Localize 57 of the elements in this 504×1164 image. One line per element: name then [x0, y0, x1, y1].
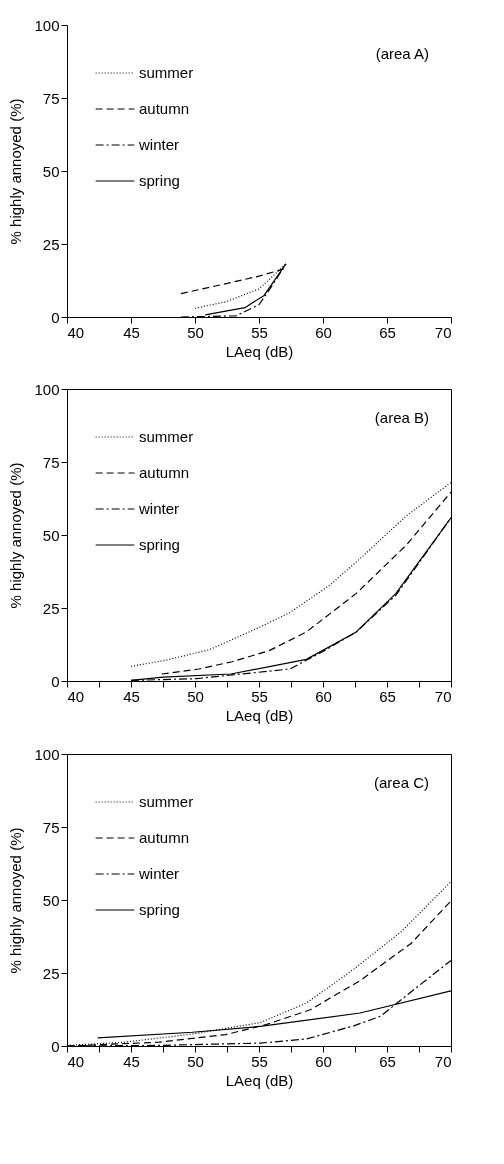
x-axis-title: LAeq (dB)	[225, 342, 294, 360]
x-tick-label: 40	[67, 687, 85, 705]
y-tick-label: 75	[42, 453, 60, 471]
y-axis-title: % highly annoyed (%)	[7, 462, 25, 609]
x-tick-label: 50	[187, 323, 204, 341]
legend-label: summer	[139, 793, 194, 810]
legend-label: autumn	[139, 464, 190, 481]
legend-label: winter	[138, 136, 180, 153]
legend-label: spring	[139, 901, 180, 918]
x-tick-label: 65	[379, 323, 396, 341]
x-tick-label: 60	[315, 1052, 332, 1070]
x-tick-label: 65	[379, 1052, 396, 1070]
y-tick-label: 50	[42, 162, 60, 180]
y-axis-title: % highly annoyed (%)	[7, 98, 25, 245]
x-tick-label: 40	[67, 323, 85, 341]
x-axis-title: LAeq (dB)	[225, 1071, 294, 1089]
y-tick-label: 25	[42, 964, 60, 982]
annotation: (area C)	[373, 774, 429, 791]
y-tick-label: 0	[51, 1037, 60, 1055]
annotation: (area A)	[375, 45, 429, 62]
x-tick-label: 65	[379, 687, 396, 705]
y-tick-label: 75	[42, 89, 60, 107]
legend-label: spring	[139, 172, 180, 189]
y-axis-title: % highly annoyed (%)	[7, 827, 25, 974]
y-tick-label: 100	[34, 745, 60, 763]
x-tick-label: 40	[67, 1052, 85, 1070]
legend-label: winter	[138, 500, 180, 517]
y-tick-label: 0	[51, 308, 60, 326]
annotation: (area B)	[374, 409, 429, 426]
y-tick-label: 100	[34, 380, 60, 398]
y-tick-label: 25	[42, 235, 60, 253]
y-tick-label: 75	[42, 818, 60, 836]
x-tick-label: 55	[251, 687, 268, 705]
y-tick-label: 25	[42, 599, 60, 617]
x-tick-label: 45	[123, 323, 140, 341]
y-tick-label: 50	[42, 526, 60, 544]
legend-label: autumn	[139, 100, 190, 117]
legend-label: winter	[138, 865, 180, 882]
legend-label: autumn	[139, 829, 190, 846]
x-tick-label: 50	[187, 687, 204, 705]
legend-label: summer	[139, 64, 194, 81]
x-tick-label: 55	[251, 323, 268, 341]
x-tick-label: 70	[434, 687, 452, 705]
y-tick-label: 100	[34, 16, 60, 34]
y-tick-label: 50	[42, 891, 60, 909]
x-tick-label: 45	[123, 687, 140, 705]
legend-label: spring	[139, 536, 180, 553]
y-tick-label: 0	[51, 672, 60, 690]
x-tick-label: 45	[123, 1052, 140, 1070]
x-tick-label: 70	[434, 1052, 452, 1070]
legend-label: summer	[139, 428, 194, 445]
x-tick-label: 60	[315, 687, 332, 705]
x-tick-label: 55	[251, 1052, 268, 1070]
x-tick-label: 50	[187, 1052, 204, 1070]
x-tick-label: 70	[434, 323, 452, 341]
x-axis-title: LAeq (dB)	[225, 706, 294, 724]
x-tick-label: 60	[315, 323, 332, 341]
